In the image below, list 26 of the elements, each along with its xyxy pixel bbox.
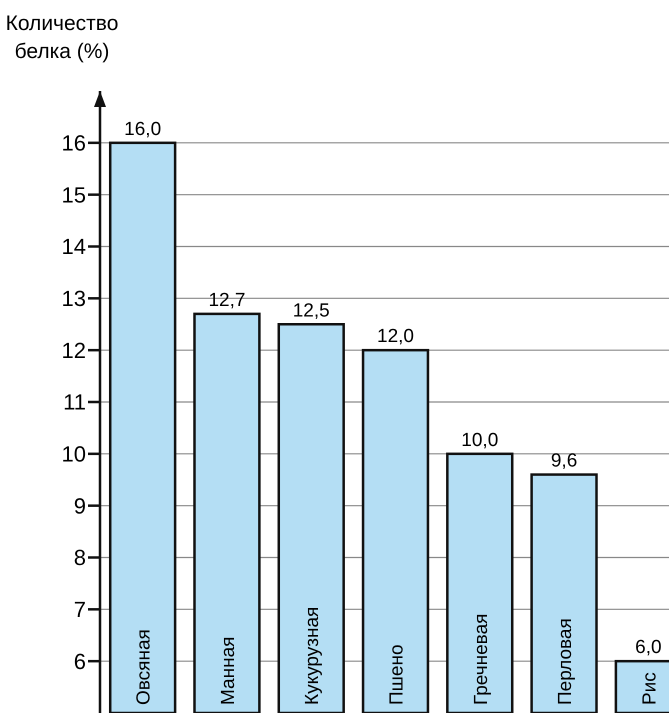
- x-tick-label: Пшено: [386, 644, 408, 705]
- y-tick-label: 15: [62, 182, 86, 208]
- x-tick-label: Гречневая: [470, 614, 492, 705]
- y-tick-label: 11: [63, 390, 86, 415]
- y-tick-label: 9: [74, 493, 86, 518]
- data-label: 12,5: [292, 300, 330, 322]
- data-label: 12,0: [377, 326, 414, 348]
- data-label: 10,0: [461, 430, 498, 451]
- x-tick-label: Рис: [639, 672, 660, 705]
- y-tick-label: 16: [62, 130, 86, 156]
- x-tick-label: Кукурузная: [302, 606, 324, 705]
- x-tick-label: Манная: [218, 636, 239, 705]
- y-tick-label: 12: [62, 338, 86, 363]
- y-tick-label: 14: [62, 234, 86, 260]
- y-tick-label: 6: [74, 648, 86, 674]
- y-axis-title: Количество белка (%): [6, 12, 118, 63]
- data-label: 12,7: [208, 290, 246, 311]
- y-tick-label: 7: [74, 597, 86, 622]
- x-tick-label: Овсяная: [134, 629, 155, 705]
- x-tick-label: Перловая: [555, 618, 576, 705]
- y-tick-label: 13: [62, 286, 86, 312]
- y-tick-label: 8: [74, 545, 86, 570]
- data-label: 16,0: [124, 118, 162, 140]
- data-label: 6,0: [635, 637, 662, 658]
- y-tick-label: 10: [62, 442, 86, 467]
- data-label: 9,6: [550, 450, 578, 472]
